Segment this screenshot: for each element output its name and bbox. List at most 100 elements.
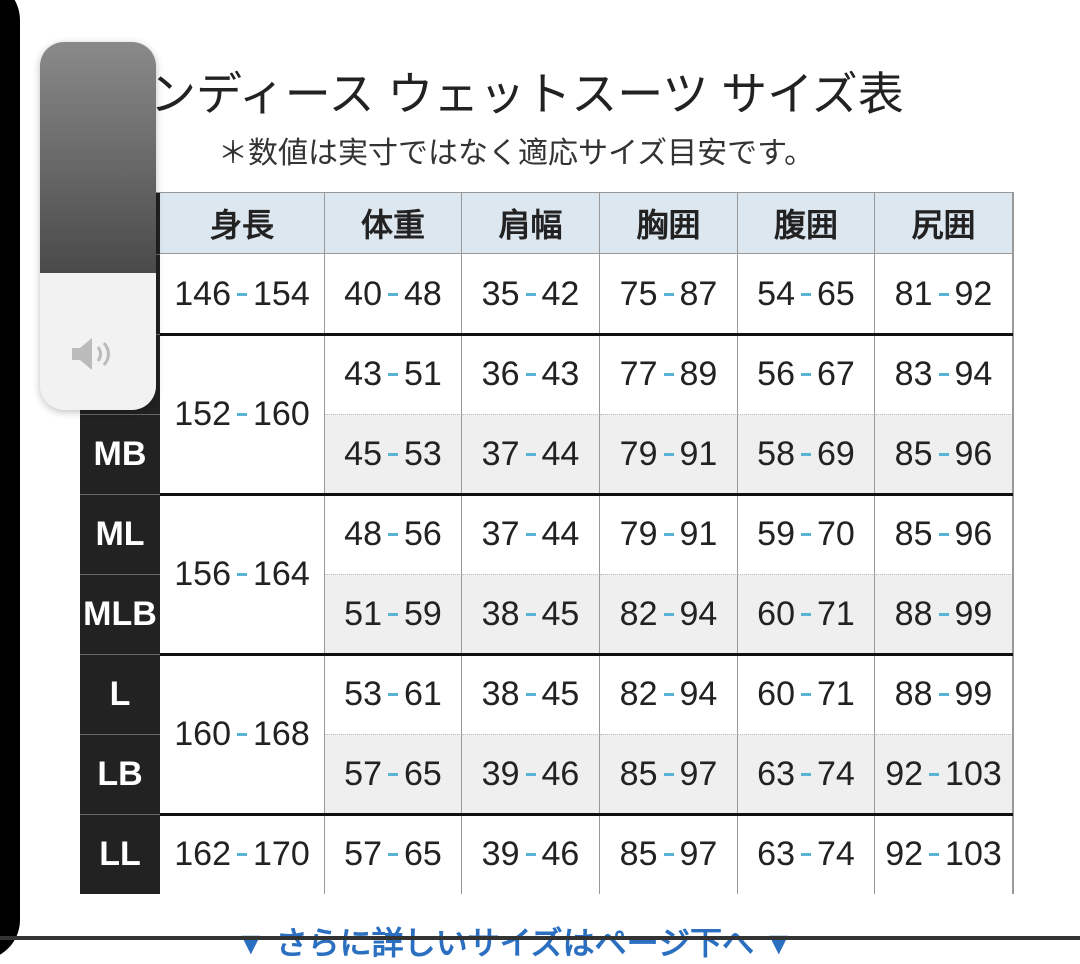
range-dash [237, 732, 247, 736]
value-cell: 83 94 [875, 334, 1013, 414]
range-max: 103 [945, 755, 1002, 793]
speaker-icon [72, 338, 110, 370]
range-min: 83 [894, 354, 933, 393]
value-cell: 75 87 [600, 254, 738, 334]
range-max: 96 [954, 435, 993, 473]
size-label: LB [80, 734, 160, 814]
range-dash [525, 453, 536, 456]
range-max: 65 [817, 274, 855, 313]
range-min: 58 [757, 435, 795, 473]
range-max: 71 [817, 674, 855, 713]
range-dash [525, 852, 536, 856]
range-max: 92 [954, 274, 993, 313]
range-dash [237, 412, 247, 416]
range-max: 97 [679, 834, 718, 873]
range-max: 46 [541, 834, 580, 873]
range-dash [525, 773, 536, 776]
value-cell: 40 48 [325, 254, 462, 334]
range-min: 88 [894, 674, 933, 713]
height-cell: 146 154 [160, 254, 325, 334]
range-min: 51 [344, 595, 382, 633]
range-min: 43 [344, 354, 382, 393]
value-cell: 53 61 [325, 654, 462, 734]
range-dash [938, 532, 949, 536]
value-cell: 82 94 [600, 574, 738, 654]
range-dash [525, 372, 536, 376]
range-dash [938, 613, 949, 616]
group-border [160, 333, 1013, 336]
value-cell: 39 46 [462, 814, 600, 894]
range-max: 164 [253, 554, 310, 593]
range-dash [929, 773, 940, 776]
range-min: 85 [619, 834, 658, 873]
range-max: 96 [954, 514, 993, 553]
range-max: 99 [954, 595, 993, 633]
phone-edge [0, 0, 20, 960]
range-dash [388, 773, 398, 776]
range-max: 65 [404, 755, 442, 793]
range-dash [938, 292, 949, 296]
value-cell: 39 46 [462, 734, 600, 814]
column-header: 尻囲 [875, 193, 1013, 254]
title: ンディース ウェットスーツ サイズ表 [150, 68, 904, 120]
range-max: 71 [817, 595, 855, 633]
range-dash [388, 453, 398, 456]
range-min: 160 [174, 714, 231, 753]
range-dash [938, 372, 949, 376]
range-max: 65 [404, 834, 442, 873]
volume-overlay[interactable] [40, 42, 156, 410]
range-max: 45 [541, 595, 580, 633]
value-cell: 63 74 [738, 814, 875, 894]
value-cell: 57 65 [325, 734, 462, 814]
range-dash [525, 613, 536, 616]
range-dash [801, 773, 811, 776]
height-cell: 160 168 [160, 654, 325, 814]
height-cell: 152 160 [160, 334, 325, 494]
range-min: 57 [344, 834, 382, 873]
range-min: 48 [344, 514, 382, 553]
range-max: 51 [404, 354, 442, 393]
value-cell: 82 94 [600, 654, 738, 734]
range-dash [938, 453, 949, 456]
column-header: 腹囲 [738, 193, 875, 254]
group-border [160, 493, 1013, 496]
range-dash [801, 453, 811, 456]
range-dash [525, 292, 536, 296]
range-min: 37 [481, 514, 520, 553]
size-label: MB [80, 414, 160, 494]
range-min: 63 [757, 834, 795, 873]
bottom-bar [0, 936, 1080, 940]
value-cell: 77 89 [600, 334, 738, 414]
range-dash [663, 292, 674, 296]
range-max: 67 [817, 354, 855, 393]
range-dash [525, 532, 536, 536]
range-min: 81 [894, 274, 933, 313]
value-cell: 58 69 [738, 414, 875, 494]
range-min: 92 [885, 834, 924, 873]
value-cell: 35 42 [462, 254, 600, 334]
volume-level [40, 42, 156, 273]
range-min: 146 [174, 274, 231, 313]
more-link[interactable]: ▼ さらに詳しいサイズはページ下へ ▼ [235, 925, 795, 961]
range-min: 38 [481, 674, 520, 713]
range-min: 59 [757, 514, 795, 553]
range-max: 56 [404, 514, 442, 553]
range-dash [388, 532, 398, 536]
range-max: 74 [817, 755, 855, 793]
range-min: 63 [757, 755, 795, 793]
range-min: 53 [344, 674, 382, 713]
note: ＊数値は実寸ではなく適応サイズ目安です。 [218, 137, 815, 170]
value-cell: 85 97 [600, 814, 738, 894]
range-dash [388, 692, 398, 696]
range-min: 39 [481, 834, 520, 873]
range-min: 56 [757, 354, 795, 393]
range-min: 38 [481, 595, 520, 633]
range-max: 87 [679, 274, 718, 313]
range-min: 82 [619, 595, 658, 633]
range-max: 170 [253, 834, 310, 873]
range-max: 70 [817, 514, 855, 553]
range-max: 168 [253, 714, 310, 753]
range-min: 88 [894, 595, 933, 633]
value-cell: 60 71 [738, 654, 875, 734]
value-cell: 37 44 [462, 414, 600, 494]
